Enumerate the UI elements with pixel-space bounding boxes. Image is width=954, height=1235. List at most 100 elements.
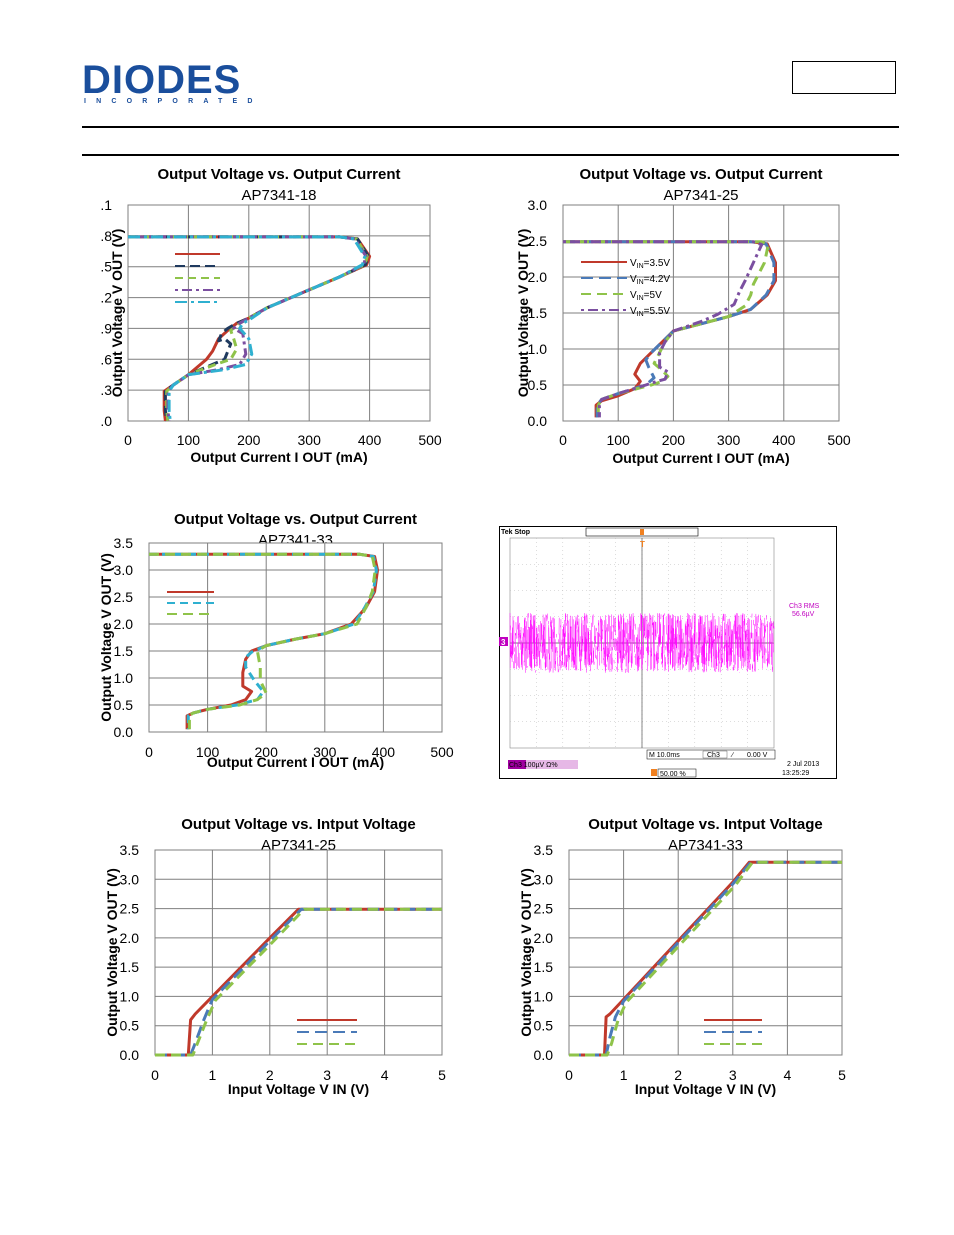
x-tick-label: 200 bbox=[662, 432, 686, 448]
plot-area bbox=[154, 849, 443, 1056]
y-tick-label: 0.0 bbox=[100, 413, 112, 429]
scope-status: Tek Stop bbox=[501, 529, 530, 536]
y-tick-label: 0.0 bbox=[534, 1047, 554, 1063]
scope-record-marker bbox=[640, 529, 644, 535]
chart-title: Output Voltage vs. Output Current bbox=[579, 166, 822, 183]
y-tick-label: 2.1 bbox=[100, 197, 112, 213]
x-tick-label: 400 bbox=[772, 432, 796, 448]
legend-label: VIN=5V bbox=[630, 290, 662, 302]
y-tick-label: 3.5 bbox=[120, 842, 140, 858]
series-line bbox=[569, 860, 842, 1057]
y-tick-label: 1.0 bbox=[528, 341, 548, 357]
series-line bbox=[128, 235, 367, 422]
y-tick-label: 2.0 bbox=[534, 930, 554, 946]
y-tick-label: 0.0 bbox=[120, 1047, 140, 1063]
series-line bbox=[563, 240, 764, 418]
series-line bbox=[569, 860, 842, 1057]
y-tick-label: 1.5 bbox=[114, 643, 134, 659]
y-tick-label: 1.8 bbox=[100, 228, 112, 244]
company-logo: DIODES bbox=[82, 58, 242, 102]
y-tick-label: 1.5 bbox=[120, 959, 140, 975]
scope-position: 50.00 % bbox=[660, 771, 686, 778]
x-tick-label: 5 bbox=[838, 1067, 846, 1083]
x-tick-label: 1 bbox=[620, 1067, 628, 1083]
y-tick-label: 0.5 bbox=[534, 1018, 554, 1034]
series-line bbox=[563, 240, 770, 418]
y-tick-label: 3.0 bbox=[120, 871, 140, 887]
y-tick-label: 0.5 bbox=[528, 377, 548, 393]
scope-ch-scale-box bbox=[508, 760, 578, 769]
series-line bbox=[155, 907, 442, 1057]
x-tick-label: 300 bbox=[717, 432, 741, 448]
scope-position-box bbox=[657, 768, 697, 778]
x-tick-label: 400 bbox=[358, 432, 382, 448]
y-tick-label: 2.0 bbox=[120, 930, 140, 946]
x-tick-label: 0 bbox=[124, 432, 132, 448]
chart-title: Output Voltage vs. Output Current bbox=[174, 511, 417, 528]
scope-noise-trace bbox=[509, 612, 775, 674]
scope-trig-level: 0.00 V bbox=[747, 752, 768, 759]
y-tick-label: 1.5 bbox=[528, 305, 548, 321]
y-tick-label: 0.6 bbox=[100, 351, 112, 367]
y-tick-label: 3.5 bbox=[114, 535, 134, 551]
y-tick-label: 1.5 bbox=[100, 259, 112, 275]
scope-trig-src: Ch3 bbox=[707, 752, 720, 759]
y-tick-label: 0.0 bbox=[528, 413, 548, 429]
y-tick-label: 0.9 bbox=[100, 320, 112, 336]
legend-label: VIN=3.5V bbox=[630, 258, 670, 270]
x-tick-label: 100 bbox=[607, 432, 631, 448]
y-tick-label: 2.5 bbox=[534, 901, 554, 917]
chart-vout-iout-25: Output Voltage vs. Output Current AP7341-… bbox=[515, 166, 851, 466]
x-tick-label: 4 bbox=[381, 1067, 389, 1083]
x-tick-label: 0 bbox=[151, 1067, 159, 1083]
chart-title: Output Voltage vs. Output Current bbox=[157, 166, 400, 183]
y-tick-label: 2.5 bbox=[528, 233, 548, 249]
y-tick-label: 1.0 bbox=[120, 988, 140, 1004]
y-tick-label: 1.5 bbox=[534, 959, 554, 975]
x-tick-label: 0 bbox=[145, 744, 153, 760]
scope-record-bar bbox=[585, 527, 699, 537]
chart-vout-vin-25: Output Voltage vs. Intput VoltageAP7341-… bbox=[104, 816, 446, 1097]
series-line bbox=[128, 235, 370, 422]
x-axis-label: Input Voltage V IN (V) bbox=[228, 1081, 369, 1097]
legend-label: VIN=5.5V bbox=[630, 306, 670, 318]
y-tick-label: 3.0 bbox=[528, 197, 548, 213]
y-axis-label: Output Voltage V OUT (V) bbox=[98, 553, 114, 722]
scope-rms-label: Ch3 RMS bbox=[789, 603, 820, 610]
x-tick-label: 300 bbox=[298, 432, 322, 448]
x-axis-label: Output Current I OUT (mA) bbox=[612, 450, 789, 466]
y-tick-label: 3.0 bbox=[534, 871, 554, 887]
y-axis-label: Output Voltage V OUT (V) bbox=[515, 229, 531, 398]
scope-ch-scale-tag bbox=[508, 760, 526, 769]
x-tick-label: 2 bbox=[266, 1067, 274, 1083]
y-tick-label: 1.0 bbox=[114, 670, 134, 686]
x-tick-label: 200 bbox=[255, 744, 279, 760]
x-tick-label: 3 bbox=[729, 1067, 737, 1083]
scope-date: 2 Jul 2013 bbox=[787, 761, 819, 768]
x-tick-label: 200 bbox=[237, 432, 261, 448]
y-axis-label: Output Voltage V OUT (V) bbox=[109, 229, 125, 398]
y-tick-label: 1.0 bbox=[534, 988, 554, 1004]
chart-vout-iout-33: Output Voltage vs. Output CurrentAP7341-… bbox=[98, 511, 454, 770]
x-tick-label: 300 bbox=[313, 744, 337, 760]
scope-rms-value: 56.6µV bbox=[792, 611, 815, 618]
scope-trig-slope: ∕ bbox=[730, 752, 735, 759]
y-tick-label: 1.2 bbox=[100, 290, 112, 306]
x-tick-label: 100 bbox=[177, 432, 201, 448]
scope-trig-src-box bbox=[702, 750, 728, 759]
x-axis-label: Output Current I OUT (mA) bbox=[207, 754, 384, 770]
x-tick-label: 400 bbox=[372, 744, 396, 760]
chart-vout-iout-18: Output Voltage vs. Output Current AP7341-… bbox=[100, 166, 442, 465]
x-tick-label: 100 bbox=[196, 744, 220, 760]
chart-subtitle: AP7341-18 bbox=[241, 187, 316, 204]
scope-channel-marker: 3 bbox=[501, 638, 506, 647]
scope-timebase: M 10.0ms bbox=[649, 752, 680, 759]
x-axis-label: Output Current I OUT (mA) bbox=[190, 449, 367, 465]
y-axis-label: Output Voltage V OUT (V) bbox=[104, 868, 120, 1037]
x-tick-label: 1 bbox=[209, 1067, 217, 1083]
y-tick-label: 3.5 bbox=[534, 842, 554, 858]
chart-subtitle: AP7341-25 bbox=[663, 187, 738, 204]
part-number-box bbox=[792, 61, 896, 94]
y-tick-label: 2.0 bbox=[528, 269, 548, 285]
x-tick-label: 500 bbox=[430, 744, 454, 760]
